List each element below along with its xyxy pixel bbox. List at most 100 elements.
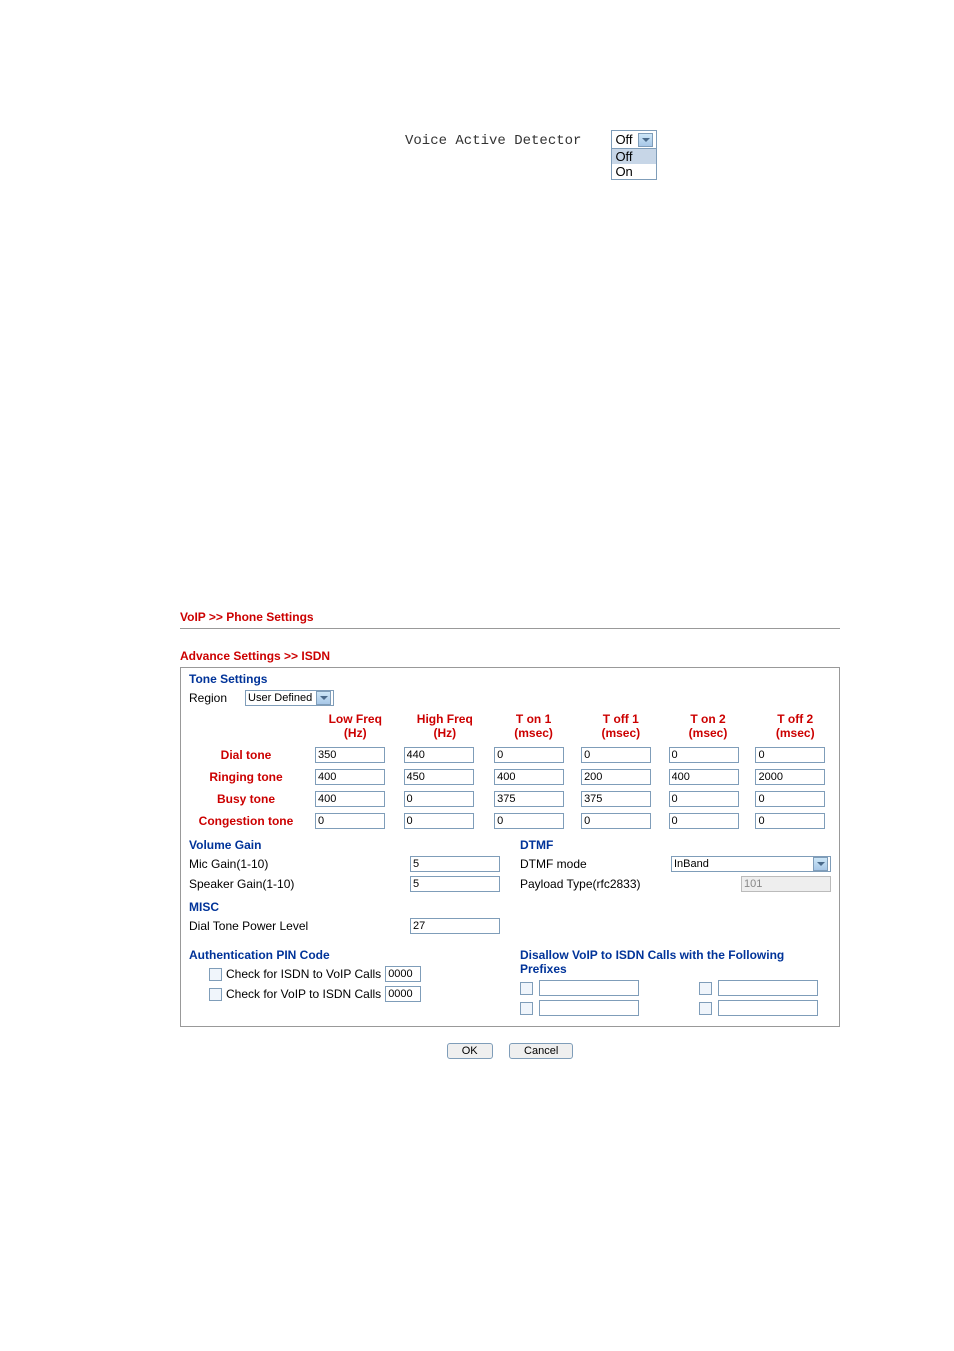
tone-input[interactable] [581, 791, 651, 807]
prefix-input-3[interactable] [539, 1000, 639, 1016]
prefix-checkbox-2[interactable] [699, 982, 712, 995]
isdn-to-voip-row: Check for ISDN to VoIP Calls [189, 964, 500, 984]
vad-label: Voice Active Detector [405, 130, 581, 149]
disallow-section-title: Disallow VoIP to ISDN Calls with the Fol… [520, 946, 831, 978]
tone-input[interactable] [494, 791, 564, 807]
prefix-row-1 [520, 978, 831, 998]
tone-cell [400, 788, 491, 810]
prefix-item-3 [520, 1000, 639, 1016]
voip-to-isdn-checkbox[interactable] [209, 988, 222, 1001]
ok-button[interactable]: OK [447, 1043, 493, 1059]
mic-gain-input[interactable] [410, 856, 500, 872]
tone-row-label: Dial tone [181, 744, 311, 766]
tone-cell [577, 766, 664, 788]
vad-option-on[interactable]: On [612, 164, 656, 179]
tone-input[interactable] [404, 791, 474, 807]
prefix-item-4 [699, 1000, 818, 1016]
th-toff1: T off 1 (msec) [577, 708, 664, 744]
prefix-checkbox-1[interactable] [520, 982, 533, 995]
mic-gain-label: Mic Gain(1-10) [189, 857, 410, 871]
volume-section-title: Volume Gain [189, 836, 500, 854]
region-row: Region User Defined [181, 688, 839, 708]
cancel-button[interactable]: Cancel [509, 1043, 573, 1059]
tone-section-title: Tone Settings [181, 670, 839, 688]
prefix-input-2[interactable] [718, 980, 818, 996]
chevron-down-icon [316, 691, 331, 705]
prefix-row-2 [520, 998, 831, 1018]
auth-section-title: Authentication PIN Code [189, 946, 500, 964]
dtmf-mode-row: DTMF mode InBand [520, 854, 831, 874]
tone-input[interactable] [315, 813, 385, 829]
tone-input[interactable] [404, 813, 474, 829]
th-ton2: T on 2 (msec) [665, 708, 752, 744]
th-lowfreq: Low Freq (Hz) [311, 708, 400, 744]
dtpl-input[interactable] [410, 918, 500, 934]
tone-input[interactable] [581, 769, 651, 785]
dtmf-section-title: DTMF [520, 836, 831, 854]
volume-col: Volume Gain Mic Gain(1-10) Speaker Gain(… [189, 836, 500, 936]
prefix-checkbox-4[interactable] [699, 1002, 712, 1015]
chevron-down-icon [813, 857, 828, 871]
tone-input[interactable] [669, 747, 739, 763]
tone-input[interactable] [581, 747, 651, 763]
tone-input[interactable] [494, 747, 564, 763]
vad-dropdown-selected[interactable]: Off [611, 130, 657, 149]
th-highfreq: High Freq (Hz) [400, 708, 491, 744]
tone-cell [577, 744, 664, 766]
dtpl-row: Dial Tone Power Level [189, 916, 500, 936]
chevron-down-icon [638, 133, 653, 147]
dtpl-label: Dial Tone Power Level [189, 919, 410, 933]
button-bar: OK Cancel [180, 1041, 840, 1059]
isdn-to-voip-pin[interactable] [385, 966, 421, 982]
tone-cell [751, 744, 839, 766]
tone-row-label: Busy tone [181, 788, 311, 810]
tone-input[interactable] [755, 813, 825, 829]
voip-to-isdn-label: Check for VoIP to ISDN Calls [226, 987, 381, 1001]
disallow-col: Disallow VoIP to ISDN Calls with the Fol… [520, 946, 831, 1018]
tone-cell [311, 788, 400, 810]
tone-input[interactable] [315, 747, 385, 763]
tone-cell [311, 744, 400, 766]
tone-cell [400, 810, 491, 832]
table-row: Busy tone [181, 788, 839, 810]
auth-col: Authentication PIN Code Check for ISDN t… [189, 946, 500, 1018]
vad-option-off[interactable]: Off [612, 149, 656, 164]
tone-input[interactable] [755, 747, 825, 763]
tone-input[interactable] [755, 791, 825, 807]
tone-input[interactable] [669, 791, 739, 807]
tone-cell [577, 788, 664, 810]
tone-cell [490, 810, 577, 832]
tone-input[interactable] [404, 769, 474, 785]
tone-input[interactable] [315, 791, 385, 807]
tone-input[interactable] [494, 813, 564, 829]
tone-cell [490, 744, 577, 766]
prefix-input-4[interactable] [718, 1000, 818, 1016]
prefix-input-1[interactable] [539, 980, 639, 996]
isdn-to-voip-checkbox[interactable] [209, 968, 222, 981]
payload-label: Payload Type(rfc2833) [520, 877, 741, 891]
region-select[interactable]: User Defined [245, 690, 334, 706]
tone-input[interactable] [581, 813, 651, 829]
vad-selected-text: Off [615, 132, 632, 147]
prefix-item-2 [699, 980, 818, 996]
th-ton1: T on 1 (msec) [490, 708, 577, 744]
tone-input[interactable] [494, 769, 564, 785]
tone-input[interactable] [669, 813, 739, 829]
tone-input[interactable] [404, 747, 474, 763]
tone-input[interactable] [315, 769, 385, 785]
prefix-checkbox-3[interactable] [520, 1002, 533, 1015]
vad-dropdown[interactable]: Off Off On [611, 130, 657, 180]
voip-to-isdn-pin[interactable] [385, 986, 421, 1002]
tone-header-row: Low Freq (Hz) High Freq (Hz) T on 1 (mse… [181, 708, 839, 744]
speaker-gain-input[interactable] [410, 876, 500, 892]
payload-row: Payload Type(rfc2833) [520, 874, 831, 894]
th-blank [181, 708, 311, 744]
tone-table: Low Freq (Hz) High Freq (Hz) T on 1 (mse… [181, 708, 839, 832]
speaker-gain-row: Speaker Gain(1-10) [189, 874, 500, 894]
tone-input[interactable] [669, 769, 739, 785]
dtmf-mode-select[interactable]: InBand [671, 856, 831, 872]
advance-title: Advance Settings >> ISDN [180, 649, 840, 663]
tone-input[interactable] [755, 769, 825, 785]
table-row: Dial tone [181, 744, 839, 766]
breadcrumb: VoIP >> Phone Settings [180, 610, 840, 624]
